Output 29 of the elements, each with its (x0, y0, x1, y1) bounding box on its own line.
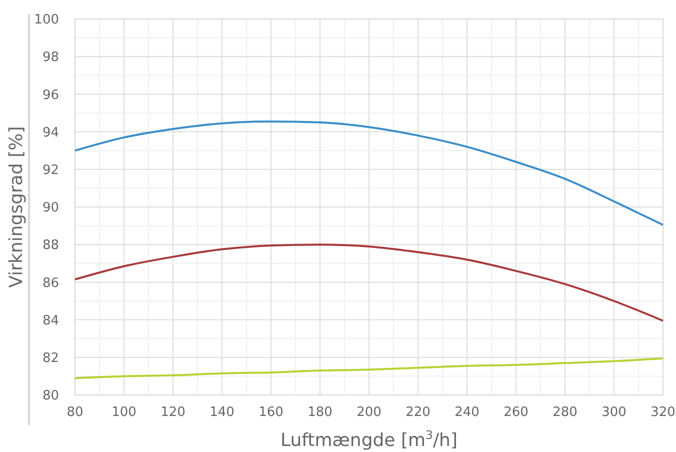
x-tick-label: 220 (406, 405, 430, 420)
y-tick-label: 100 (34, 12, 59, 28)
x-tick-label: 140 (210, 405, 234, 420)
line-series (74, 120, 664, 226)
x-tick-label: 320 (650, 405, 676, 420)
x-tick-label: 120 (160, 405, 186, 420)
x-tick-label: 80 (66, 405, 84, 420)
x-tick-label: 260 (504, 405, 528, 420)
x-tick-label: 180 (308, 405, 332, 420)
x-axis-title: Luftmængde [m$^{3}$/h] (280, 428, 458, 451)
y-tick-label: 90 (42, 200, 59, 216)
y-tick-label: 98 (42, 50, 59, 66)
y-tick-label: 94 (42, 125, 59, 140)
y-axis-title: Virkningsgrad [%] (6, 126, 27, 288)
x-tick-label: 300 (602, 405, 626, 420)
x-tick-label: 240 (454, 405, 480, 420)
line-series (74, 244, 664, 322)
x-tick-label: 280 (552, 405, 578, 420)
x-tick-label: 200 (356, 405, 382, 420)
y-tick-label: 82 (42, 350, 59, 366)
y-tick-label: 86 (42, 276, 59, 291)
y-tick-label: 92 (42, 162, 59, 178)
x-tick-label: 160 (258, 405, 284, 420)
y-tick-label: 80 (42, 388, 59, 404)
line-series (74, 357, 664, 380)
y-tick-label: 88 (42, 238, 59, 254)
x-tick-label: 100 (112, 405, 136, 420)
y-tick-label: 84 (42, 313, 59, 328)
y-tick-label: 96 (42, 88, 59, 103)
